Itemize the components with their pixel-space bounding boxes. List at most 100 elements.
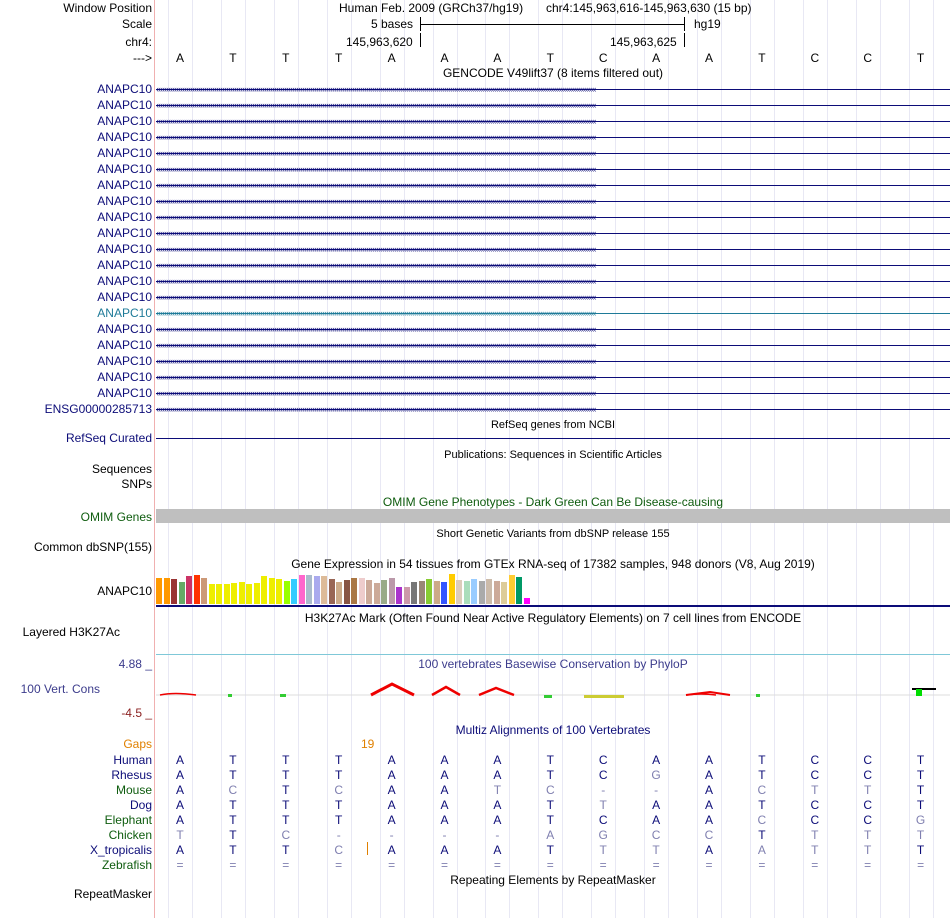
refseq-gene-line[interactable] [156,438,950,439]
gencode-transcript[interactable]: ‹‹‹‹‹‹‹‹‹‹‹‹‹‹‹‹‹‹‹‹‹‹‹‹‹‹‹‹‹‹‹‹‹‹‹‹‹‹‹‹… [156,357,950,366]
gtex-label[interactable]: ANAPC10 [97,584,152,598]
gtex-expression-chart[interactable] [156,574,536,604]
gtex-tissue-bar[interactable] [321,576,327,604]
gencode-transcript[interactable]: ‹‹‹‹‹‹‹‹‹‹‹‹‹‹‹‹‹‹‹‹‹‹‹‹‹‹‹‹‹‹‹‹‹‹‹‹‹‹‹‹… [156,405,950,414]
gtex-tissue-bar[interactable] [238,582,245,604]
gtex-tissue-bar[interactable] [261,576,267,604]
window-position-value[interactable]: chr4:145,963,616-145,963,630 (15 bp) [546,1,752,15]
gencode-item-label[interactable]: ANAPC10 [97,370,152,384]
gtex-tissue-bar[interactable] [268,578,275,604]
gtex-tissue-bar[interactable] [403,587,410,604]
gencode-transcript[interactable]: ‹‹‹‹‹‹‹‹‹‹‹‹‹‹‹‹‹‹‹‹‹‹‹‹‹‹‹‹‹‹‹‹‹‹‹‹‹‹‹‹… [156,229,950,238]
gtex-tissue-bar[interactable] [486,579,492,604]
gtex-tissue-bar[interactable] [456,580,462,604]
gencode-transcript[interactable]: ‹‹‹‹‹‹‹‹‹‹‹‹‹‹‹‹‹‹‹‹‹‹‹‹‹‹‹‹‹‹‹‹‹‹‹‹‹‹‹‹… [156,101,950,110]
gtex-tissue-bar[interactable] [463,581,470,604]
gencode-transcript[interactable]: ‹‹‹‹‹‹‹‹‹‹‹‹‹‹‹‹‹‹‹‹‹‹‹‹‹‹‹‹‹‹‹‹‹‹‹‹‹‹‹‹… [156,373,950,382]
omim-feature-bar[interactable] [156,509,950,523]
gtex-tissue-bar[interactable] [351,578,357,604]
gtex-tissue-bar[interactable] [343,580,350,604]
gencode-item-label[interactable]: ANAPC10 [97,386,152,400]
gtex-tissue-bar[interactable] [441,582,447,604]
gencode-item-label[interactable]: ANAPC10 [97,82,152,96]
gencode-item-label[interactable]: ANAPC10 [97,274,152,288]
gtex-tissue-bar[interactable] [336,582,342,604]
gencode-transcript[interactable]: ‹‹‹‹‹‹‹‹‹‹‹‹‹‹‹‹‹‹‹‹‹‹‹‹‹‹‹‹‹‹‹‹‹‹‹‹‹‹‹‹… [156,277,950,286]
gtex-tissue-bar[interactable] [171,579,177,604]
gtex-tissue-bar[interactable] [291,579,297,604]
gencode-item-label[interactable]: ANAPC10 [97,306,152,320]
gencode-item-label[interactable]: ANAPC10 [97,226,152,240]
publications-label[interactable]: Sequences [91,462,152,476]
gencode-item-label[interactable]: ANAPC10 [97,146,152,160]
species-label[interactable]: Rhesus [111,768,152,782]
gencode-item-label[interactable]: ANAPC10 [97,290,152,304]
gencode-transcript[interactable]: ‹‹‹‹‹‹‹‹‹‹‹‹‹‹‹‹‹‹‹‹‹‹‹‹‹‹‹‹‹‹‹‹‹‹‹‹‹‹‹‹… [156,181,950,190]
gtex-tissue-bar[interactable] [471,579,477,604]
gencode-transcript[interactable]: ‹‹‹‹‹‹‹‹‹‹‹‹‹‹‹‹‹‹‹‹‹‹‹‹‹‹‹‹‹‹‹‹‹‹‹‹‹‹‹‹… [156,325,950,334]
gencode-transcript[interactable]: ‹‹‹‹‹‹‹‹‹‹‹‹‹‹‹‹‹‹‹‹‹‹‹‹‹‹‹‹‹‹‹‹‹‹‹‹‹‹‹‹… [156,133,950,142]
gtex-tissue-bar[interactable] [501,582,507,604]
species-label[interactable]: X_tropicalis [89,843,152,857]
gtex-tissue-bar[interactable] [163,578,170,604]
gtex-tissue-bar[interactable] [493,581,500,604]
gtex-tissue-bar[interactable] [366,580,372,604]
gtex-tissue-bar[interactable] [216,584,222,604]
gtex-tissue-bar[interactable] [201,578,207,604]
species-label[interactable]: Elephant [104,813,152,827]
gtex-tissue-bar[interactable] [448,574,455,604]
gencode-transcript[interactable]: ‹‹‹‹‹‹‹‹‹‹‹‹‹‹‹‹‹‹‹‹‹‹‹‹‹‹‹‹‹‹‹‹‹‹‹‹‹‹‹‹… [156,309,950,318]
gtex-tissue-bar[interactable] [178,582,185,604]
gencode-item-label[interactable]: ANAPC10 [97,338,152,352]
gtex-tissue-bar[interactable] [358,578,365,604]
gtex-tissue-bar[interactable] [426,579,432,604]
gencode-transcript[interactable]: ‹‹‹‹‹‹‹‹‹‹‹‹‹‹‹‹‹‹‹‹‹‹‹‹‹‹‹‹‹‹‹‹‹‹‹‹‹‹‹‹… [156,261,950,270]
gencode-item-label[interactable]: ANAPC10 [97,130,152,144]
gencode-transcript[interactable]: ‹‹‹‹‹‹‹‹‹‹‹‹‹‹‹‹‹‹‹‹‹‹‹‹‹‹‹‹‹‹‹‹‹‹‹‹‹‹‹‹… [156,245,950,254]
gtex-tissue-bar[interactable] [508,575,515,604]
gtex-tissue-bar[interactable] [283,581,290,604]
gtex-tissue-bar[interactable] [433,581,440,604]
gtex-tissue-bar[interactable] [523,598,530,604]
gencode-transcript[interactable]: ‹‹‹‹‹‹‹‹‹‹‹‹‹‹‹‹‹‹‹‹‹‹‹‹‹‹‹‹‹‹‹‹‹‹‹‹‹‹‹‹… [156,197,950,206]
species-label[interactable]: Chicken [108,828,152,842]
gtex-tissue-bar[interactable] [388,578,395,604]
gtex-tissue-bar[interactable] [478,581,485,604]
gencode-transcript[interactable]: ‹‹‹‹‹‹‹‹‹‹‹‹‹‹‹‹‹‹‹‹‹‹‹‹‹‹‹‹‹‹‹‹‹‹‹‹‹‹‹‹… [156,85,950,94]
gtex-tissue-bar[interactable] [231,583,237,604]
dbsnp-label[interactable]: Common dbSNP(155) [33,540,152,554]
gtex-tissue-bar[interactable] [223,584,230,604]
h3k27ac-label[interactable]: Layered H3K27Ac [22,625,120,639]
gtex-tissue-bar[interactable] [246,584,252,604]
species-label[interactable]: Human [113,753,152,767]
species-label[interactable]: Dog [129,798,152,812]
gencode-transcript[interactable]: ‹‹‹‹‹‹‹‹‹‹‹‹‹‹‹‹‹‹‹‹‹‹‹‹‹‹‹‹‹‹‹‹‹‹‹‹‹‹‹‹… [156,389,950,398]
omim-label[interactable]: OMIM Genes [80,510,152,524]
gtex-tissue-bar[interactable] [313,576,320,604]
gencode-item-label[interactable]: ANAPC10 [97,162,152,176]
gtex-tissue-bar[interactable] [328,579,335,604]
snps-label[interactable]: SNPs [121,477,152,491]
gtex-tissue-bar[interactable] [411,582,417,604]
gencode-item-label[interactable]: ANAPC10 [97,210,152,224]
gencode-item-label[interactable]: ANAPC10 [97,242,152,256]
gtex-tissue-bar[interactable] [298,575,305,604]
gtex-tissue-bar[interactable] [208,584,215,604]
gencode-transcript[interactable]: ‹‹‹‹‹‹‹‹‹‹‹‹‹‹‹‹‹‹‹‹‹‹‹‹‹‹‹‹‹‹‹‹‹‹‹‹‹‹‹‹… [156,149,950,158]
gtex-tissue-bar[interactable] [276,579,282,604]
gencode-transcript[interactable]: ‹‹‹‹‹‹‹‹‹‹‹‹‹‹‹‹‹‹‹‹‹‹‹‹‹‹‹‹‹‹‹‹‹‹‹‹‹‹‹‹… [156,117,950,126]
gencode-item-label[interactable]: ANAPC10 [97,322,152,336]
gtex-tissue-bar[interactable] [381,580,387,604]
gtex-tissue-bar[interactable] [516,577,522,604]
gencode-transcript[interactable]: ‹‹‹‹‹‹‹‹‹‹‹‹‹‹‹‹‹‹‹‹‹‹‹‹‹‹‹‹‹‹‹‹‹‹‹‹‹‹‹‹… [156,293,950,302]
gencode-item-label[interactable]: ANAPC10 [97,258,152,272]
gtex-tissue-bar[interactable] [253,583,260,604]
species-label[interactable]: Mouse [115,783,152,797]
repeatmasker-label[interactable]: RepeatMasker [73,887,152,901]
gencode-item-label[interactable]: ENSG00000285713 [44,402,152,416]
gtex-tissue-bar[interactable] [306,575,312,604]
gtex-tissue-bar[interactable] [186,576,192,604]
gencode-item-label[interactable]: ANAPC10 [97,98,152,112]
gencode-transcript[interactable]: ‹‹‹‹‹‹‹‹‹‹‹‹‹‹‹‹‹‹‹‹‹‹‹‹‹‹‹‹‹‹‹‹‹‹‹‹‹‹‹‹… [156,213,950,222]
gtex-tissue-bar[interactable] [193,575,200,604]
